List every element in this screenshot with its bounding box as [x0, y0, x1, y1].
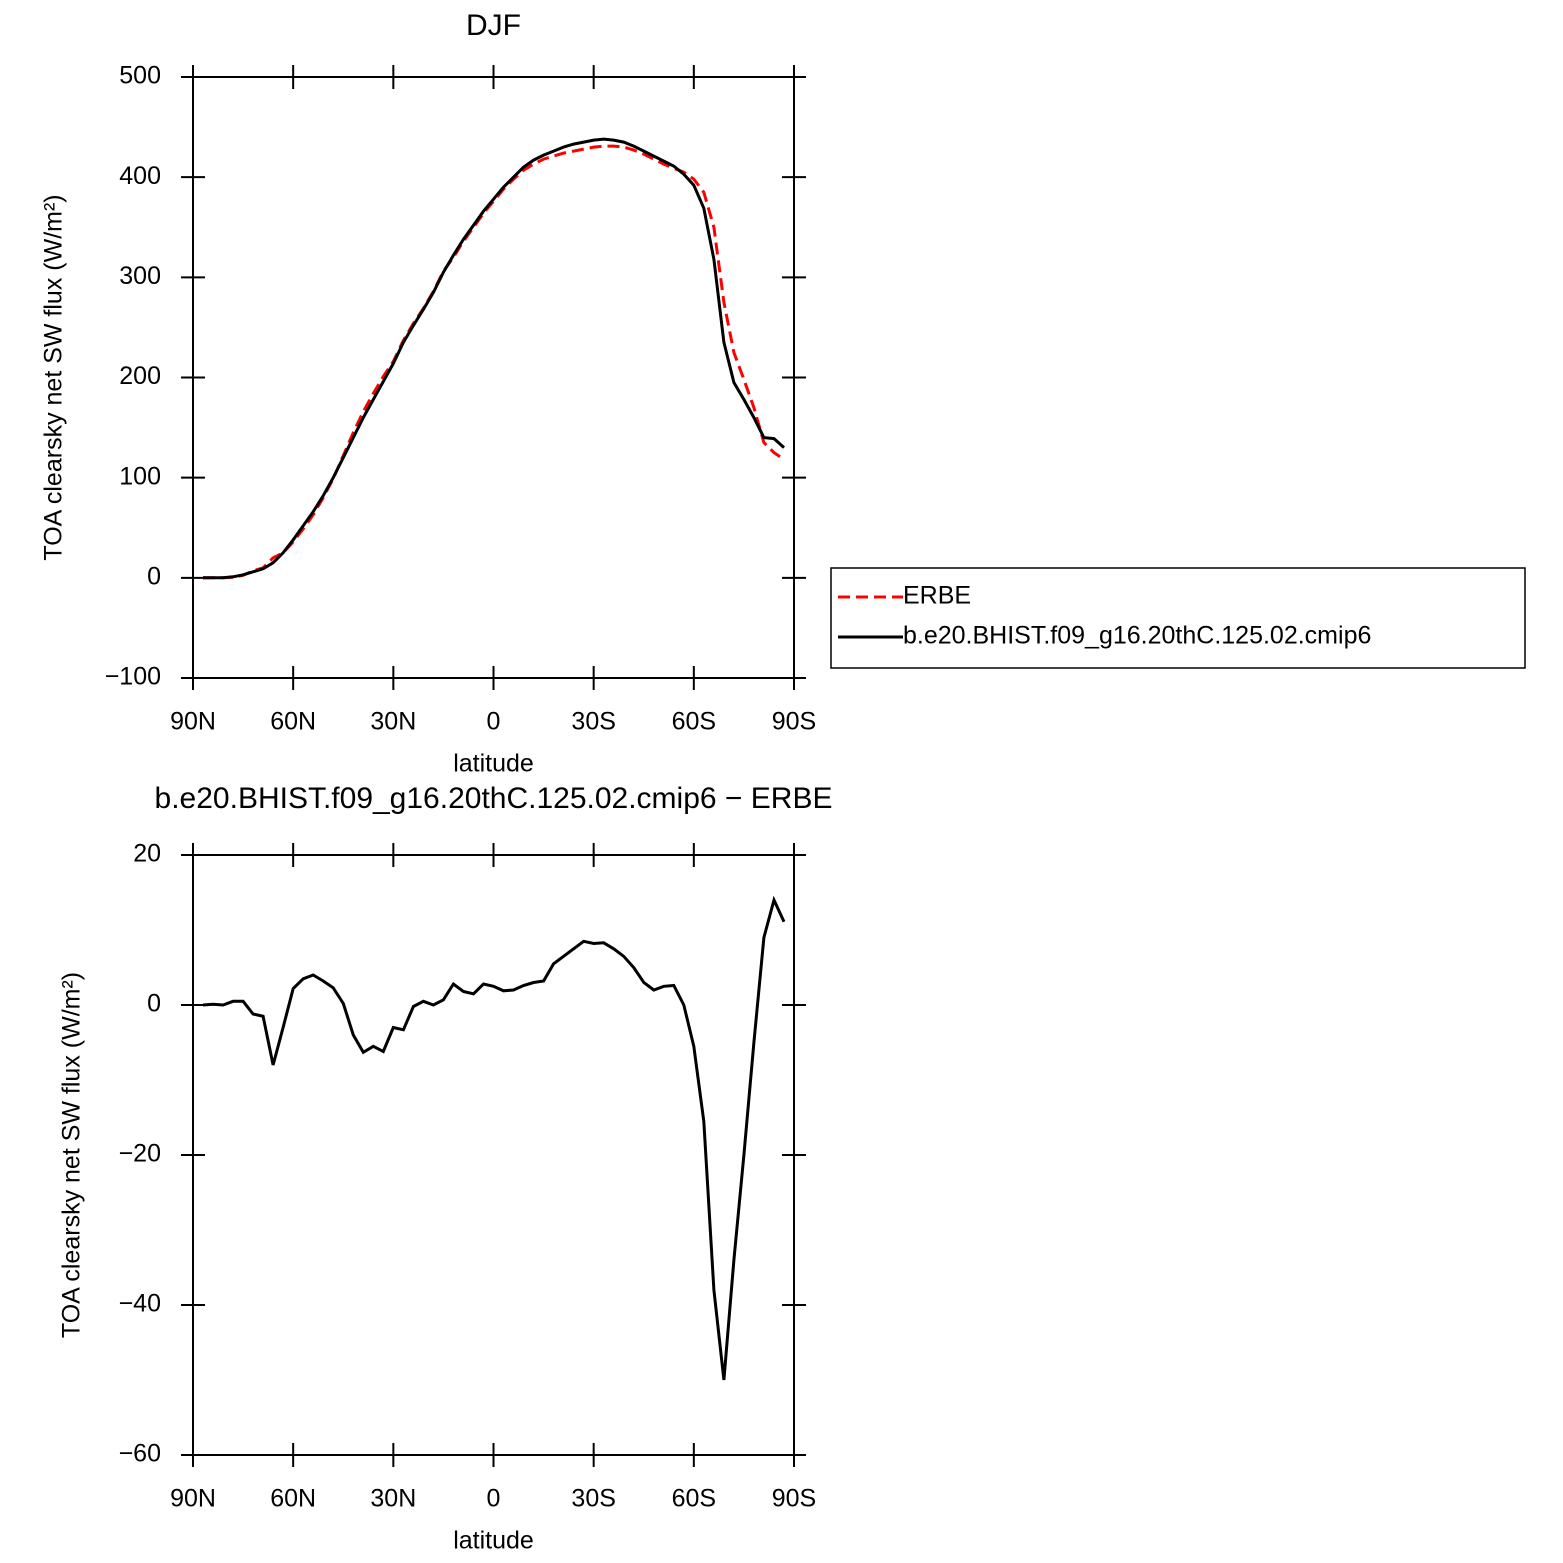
- x-tick-label: 0: [487, 1485, 501, 1513]
- chart-title: DJF: [466, 9, 521, 42]
- x-tick-label: 60S: [672, 708, 716, 736]
- x-tick-label: 30S: [571, 708, 615, 736]
- x-tick-label: 60S: [672, 1485, 716, 1513]
- plot-frame: [192, 854, 795, 1456]
- x-axis-label: latitude: [453, 1527, 534, 1555]
- chart-panel: b.e20.BHIST.f09_g16.20thC.125.02.cmip6 −…: [58, 782, 833, 1555]
- legend-box: [830, 567, 1526, 669]
- y-tick-label: 200: [119, 362, 161, 390]
- x-tick-label: 60N: [270, 1485, 316, 1513]
- x-tick-label: 0: [487, 708, 501, 736]
- y-tick-label: 400: [119, 162, 161, 190]
- x-tick-label: 60N: [270, 708, 316, 736]
- x-tick-label: 30S: [571, 1485, 615, 1513]
- legend-label: ERBE: [903, 582, 971, 610]
- y-tick-label: −20: [119, 1140, 161, 1168]
- y-tick-label: 0: [147, 562, 161, 590]
- chart-title: b.e20.BHIST.f09_g16.20thC.125.02.cmip6 −…: [155, 782, 833, 815]
- y-axis-label: TOA clearsky net SW flux (W/m²): [58, 972, 86, 1338]
- y-tick-label: −40: [119, 1290, 161, 1318]
- y-tick-label: −60: [119, 1440, 161, 1468]
- legend-label: b.e20.BHIST.f09_g16.20thC.125.02.cmip6: [903, 622, 1371, 650]
- y-axis-label: TOA clearsky net SW flux (W/m²): [40, 194, 68, 560]
- x-tick-label: 30N: [370, 708, 416, 736]
- legend: ERBE b.e20.BHIST.f09_g16.20thC.125.02.cmi…: [830, 567, 1526, 669]
- y-tick-label: −100: [105, 663, 161, 691]
- data-line: [203, 137, 786, 580]
- y-tick-label: 500: [119, 62, 161, 90]
- y-tick-label: 100: [119, 462, 161, 490]
- x-tick-label: 90S: [772, 708, 816, 736]
- x-tick-label: 90S: [772, 1485, 816, 1513]
- data-line: [202, 895, 786, 1381]
- y-tick-label: 20: [133, 840, 161, 868]
- chart-panel: DJF latitude TOA clearsky net SW flux (W/m…: [40, 9, 1526, 778]
- x-tick-label: 90N: [170, 708, 216, 736]
- data-line: [203, 144, 785, 580]
- x-tick-label: 30N: [370, 1485, 416, 1513]
- y-tick-label: 0: [147, 990, 161, 1018]
- plot-frame: [192, 76, 795, 679]
- y-tick-label: 300: [119, 262, 161, 290]
- x-axis-label: latitude: [453, 750, 534, 778]
- x-tick-label: 90N: [170, 1485, 216, 1513]
